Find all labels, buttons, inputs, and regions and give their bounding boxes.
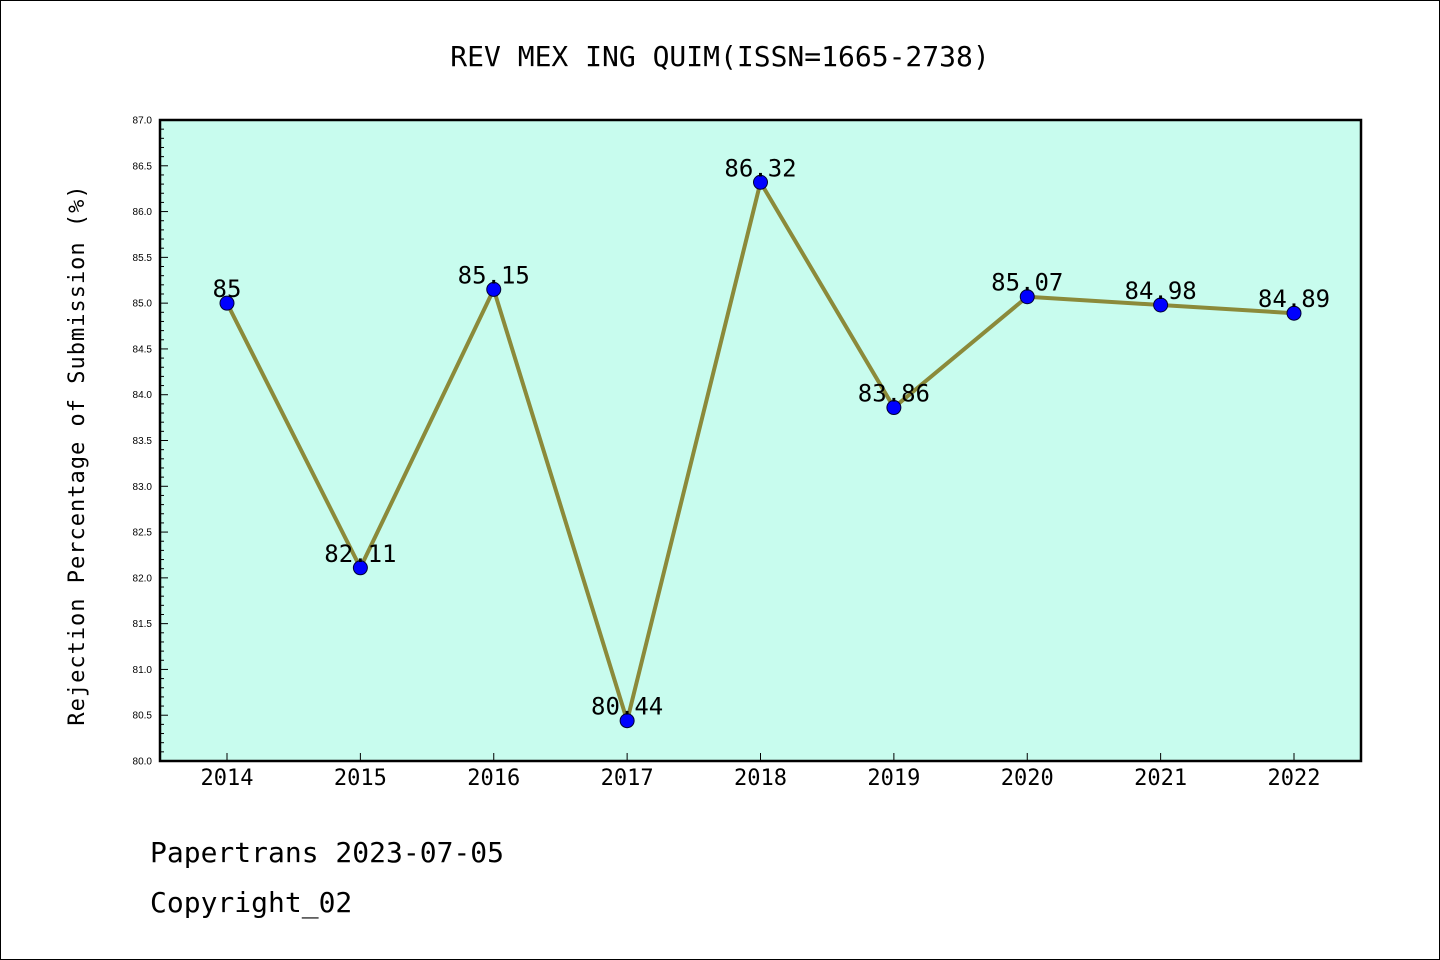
x-tick-label: 2017: [601, 766, 654, 791]
data-point: [753, 174, 768, 190]
y-tick-label: 81.0: [133, 665, 153, 676]
data-label: 85.15: [458, 261, 530, 289]
y-tick-label: 85.0: [133, 299, 153, 310]
y-tick-label: 84.0: [133, 390, 153, 401]
y-tick-label: 84.5: [133, 344, 153, 355]
x-tick-label: 2019: [867, 766, 920, 791]
y-tick-label: 86.0: [133, 207, 153, 218]
data-point: [1019, 289, 1035, 305]
y-tick-label: 81.5: [133, 619, 153, 630]
x-tick-label: 2016: [467, 766, 520, 791]
plot-area: [160, 120, 1361, 761]
data-label: 85: [213, 275, 242, 303]
data-point: [1286, 305, 1302, 321]
footer-copyright: Copyright_02: [150, 886, 353, 919]
x-tick-label: 2018: [734, 766, 787, 791]
y-tick-label: 87.0: [133, 116, 153, 127]
series-markers: [219, 174, 1302, 729]
y-tick-label: 82.5: [133, 528, 153, 539]
data-point: [886, 400, 902, 416]
x-axis: 2014 2015 2016 2017 2018 2019 2020 2021 2022: [201, 753, 1321, 791]
data-point: [486, 281, 502, 297]
x-tick-label: 2021: [1134, 766, 1187, 791]
x-tick-label: 2014: [201, 766, 254, 791]
data-point: [619, 713, 635, 729]
data-point: [352, 560, 368, 576]
data-label: 80.44: [591, 693, 663, 721]
x-tick-label: 2020: [1001, 766, 1054, 791]
y-tick-label: 86.5: [133, 161, 153, 172]
x-tick-label: 2015: [334, 766, 387, 791]
y-tick-label: 80.0: [133, 757, 153, 768]
data-label: 82.11: [324, 540, 396, 568]
y-axis-label: Rejection Percentage of Submission (%): [65, 184, 90, 725]
x-tick-label: 2022: [1268, 766, 1321, 791]
y-tick-label: 85.5: [133, 253, 153, 264]
y-tick-label: 83.5: [133, 436, 153, 447]
data-point: [219, 295, 235, 311]
data-label: 84.98: [1125, 277, 1197, 305]
y-tick-label: 82.0: [133, 573, 153, 584]
footer-date: Papertrans 2023-07-05: [150, 836, 505, 869]
y-tick-label: 80.5: [133, 711, 153, 722]
y-tick-label: 83.0: [133, 482, 153, 493]
plot-border: [158, 118, 1363, 763]
data-point: [1153, 297, 1169, 313]
data-label: 84.89: [1258, 285, 1330, 313]
data-label: 86.32: [724, 154, 796, 182]
data-labels: 85 82.11 85.15 80.44 86.32 83.86 85.07 84.98 84.…: [213, 154, 1331, 720]
data-label: 83.86: [858, 380, 930, 408]
chart-title: REV MEX ING QUIM(ISSN=1665-2738): [450, 40, 989, 73]
data-label: 85.07: [991, 269, 1063, 297]
